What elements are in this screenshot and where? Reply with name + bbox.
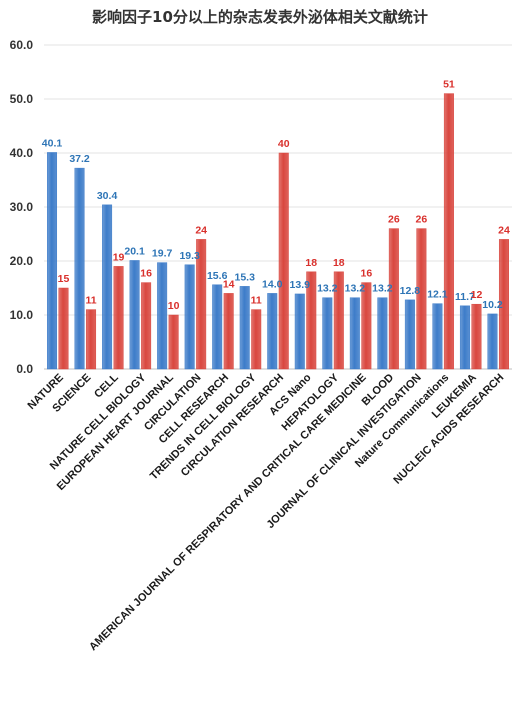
bar-series-1 <box>212 284 223 370</box>
y-tick-label: 0.0 <box>16 362 33 376</box>
data-label-series-1: 30.4 <box>97 190 118 202</box>
bar-series-2 <box>361 282 372 370</box>
y-tick-label: 60.0 <box>10 38 34 52</box>
data-label-series-2: 40 <box>278 138 290 150</box>
data-label-series-2: 16 <box>140 268 152 280</box>
data-label-series-1: 13.9 <box>290 279 311 291</box>
bar-series-2 <box>141 282 152 370</box>
data-label-series-1: 40.1 <box>42 137 63 149</box>
data-label-series-2: 10 <box>168 300 180 312</box>
bar-series-2 <box>86 309 97 370</box>
bar-series-1 <box>184 264 195 370</box>
data-label-series-1: 15.3 <box>235 271 256 283</box>
data-label-series-1: 11.7 <box>455 291 475 303</box>
data-label-series-2: 24 <box>498 224 510 236</box>
bar-series-1 <box>404 299 415 370</box>
y-tick-label: 50.0 <box>10 92 34 106</box>
data-label-series-1: 13.2 <box>345 283 366 295</box>
data-label-series-2: 26 <box>388 214 400 226</box>
data-label-series-2: 26 <box>416 214 428 226</box>
y-tick-label: 30.0 <box>10 200 34 214</box>
bar-series-1 <box>129 260 140 370</box>
bar-series-1 <box>487 313 498 370</box>
bar-series-2 <box>416 228 427 370</box>
data-label-series-2: 11 <box>251 295 262 307</box>
data-label-series-1: 12.8 <box>400 285 421 297</box>
bar-series-1 <box>349 297 360 370</box>
data-label-series-2: 11 <box>85 295 96 307</box>
data-label-series-1: 10.2 <box>482 299 503 311</box>
data-label-series-1: 19.7 <box>152 248 173 260</box>
data-label-series-2: 14 <box>223 278 235 290</box>
data-label-series-1: 20.1 <box>124 245 145 257</box>
bar-series-1 <box>432 303 443 370</box>
data-label-series-1: 19.3 <box>179 250 200 262</box>
bar-series-2 <box>498 239 509 370</box>
bar-series-1 <box>294 293 305 370</box>
data-label-series-2: 16 <box>360 268 372 280</box>
y-tick-label: 20.0 <box>10 254 34 268</box>
data-label-series-2: 18 <box>333 257 345 269</box>
data-label-series-2: 51 <box>443 79 455 91</box>
bar-series-2 <box>168 314 179 370</box>
bar-series-1 <box>322 297 333 370</box>
y-tick-label: 40.0 <box>10 146 34 160</box>
bar-series-2 <box>223 293 234 370</box>
data-label-series-2: 24 <box>195 224 207 236</box>
chart-title: 影响因子10分以上的杂志发表外泌体相关文献统计 <box>92 8 428 26</box>
bar-series-1 <box>157 262 168 370</box>
y-tick-label: 10.0 <box>10 308 34 322</box>
bar-series-1 <box>377 297 388 370</box>
data-label-series-2: 19 <box>113 251 125 263</box>
data-label-series-1: 15.6 <box>207 270 228 282</box>
bar-series-2 <box>306 271 317 370</box>
bar-series-2 <box>333 271 344 370</box>
bar-series-1 <box>74 167 85 370</box>
bar-series-1 <box>267 293 278 370</box>
data-label-series-1: 37.2 <box>69 153 90 165</box>
data-label-series-1: 13.2 <box>317 283 338 295</box>
bar-series-2 <box>251 309 262 370</box>
bar-series-2 <box>113 266 124 370</box>
data-label-series-2: 15 <box>58 273 70 285</box>
data-label-series-1: 13.2 <box>372 283 393 295</box>
data-label-series-2: 12 <box>471 289 483 301</box>
bar-series-2 <box>471 303 482 370</box>
bar-series-1 <box>239 286 250 370</box>
bar-series-1 <box>459 305 470 370</box>
bar-series-1 <box>102 204 113 370</box>
bar-series-2 <box>196 239 207 370</box>
bar-series-2 <box>58 287 69 370</box>
bar-series-2 <box>443 93 454 370</box>
data-label-series-1: 12.1 <box>427 289 448 301</box>
data-label-series-2: 18 <box>305 257 317 269</box>
bar-series-1 <box>47 152 58 370</box>
data-label-series-1: 14.0 <box>262 278 283 290</box>
bar-series-2 <box>388 228 399 370</box>
bar-series-2 <box>278 152 289 370</box>
